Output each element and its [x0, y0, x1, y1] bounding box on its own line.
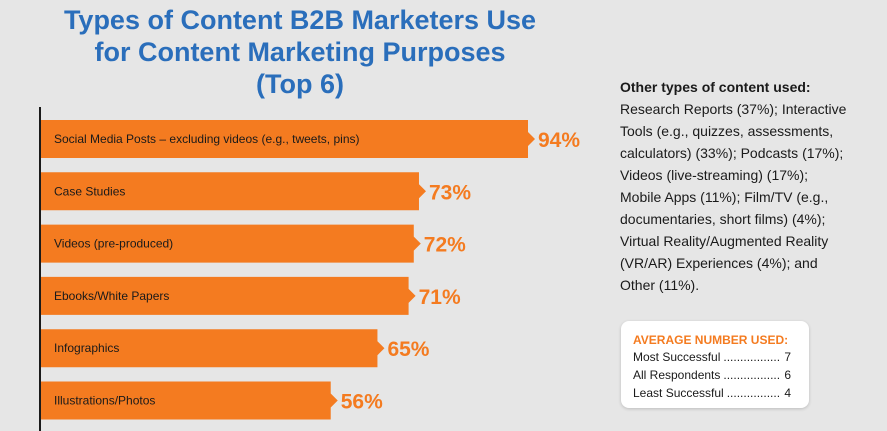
other-content-text: Research Reports (37%); Interactive Tool… — [620, 98, 860, 296]
bar-category-label: Social Media Posts – excluding videos (e… — [54, 132, 359, 146]
other-content-line: Videos (live-streaming) (17%); — [620, 167, 809, 183]
chart-title: Types of Content B2B Marketers Use for C… — [0, 4, 600, 100]
average-row-label: Most Successful — [633, 350, 721, 364]
bar-value-label: 71% — [419, 286, 461, 309]
bar-category-label: Videos (pre-produced) — [54, 237, 173, 251]
leader-dots — [723, 348, 781, 366]
chart-title-line-1: Types of Content B2B Marketers Use — [63, 5, 537, 35]
average-box-title: AVERAGE NUMBER USED: — [633, 333, 789, 347]
other-content-line: documentaries, short films) (4%); — [620, 211, 826, 227]
bar-value-label: 65% — [387, 338, 429, 361]
bar-value-label: 73% — [429, 181, 471, 204]
bar-chart: Social Media Posts – excluding videos (e… — [39, 107, 580, 431]
other-content-line: (VR/AR) Experiences (4%); and — [620, 255, 818, 271]
bar-4 — [40, 329, 385, 368]
bar-value-label: 56% — [341, 391, 383, 414]
chart-title-line-3: (Top 6) — [256, 69, 344, 99]
bar-category-label: Ebooks/White Papers — [54, 289, 169, 303]
leader-dots — [727, 384, 782, 402]
average-row-label: Least Successful — [633, 386, 724, 400]
other-content-line: Tools (e.g., quizzes, assessments, — [620, 123, 834, 139]
other-content-line: Mobile Apps (11%); Film/TV (e.g., — [620, 189, 829, 205]
average-row-most-successful: Most Successful 7 — [633, 348, 791, 366]
average-row-value: 7 — [784, 350, 791, 364]
bar-5 — [40, 381, 338, 420]
bar-2 — [40, 224, 421, 263]
average-row-least-successful: Least Successful 4 — [633, 384, 791, 402]
bar-3 — [40, 276, 416, 315]
bar-category-label: Infographics — [54, 341, 119, 355]
other-content-line: calculators) (33%); Podcasts (17%); — [620, 145, 844, 161]
leader-dots — [723, 366, 781, 384]
bar-1 — [40, 172, 426, 211]
other-content-line: Virtual Reality/Augmented Reality — [620, 233, 829, 249]
average-row-value: 6 — [784, 368, 791, 382]
chart-title-line-2: for Content Marketing Purposes — [94, 37, 506, 67]
bar-category-label: Case Studies — [54, 184, 125, 198]
average-row-all-respondents: All Respondents 6 — [633, 366, 791, 384]
bar-value-label: 94% — [538, 129, 580, 152]
other-content-heading: Other types of content used: — [620, 79, 811, 95]
average-row-label: All Respondents — [633, 368, 721, 382]
other-content-panel: Other types of content used: Research Re… — [620, 76, 860, 296]
bar-value-label: 72% — [424, 234, 466, 257]
other-content-line: Research Reports (37%); Interactive — [620, 101, 847, 117]
bar-0 — [40, 120, 535, 158]
bar-category-label: Illustrations/Photos — [54, 394, 155, 408]
average-row-value: 4 — [784, 386, 791, 400]
other-content-line: Other (11%). — [620, 277, 700, 293]
average-number-box: AVERAGE NUMBER USED: Most Successful 7 A… — [621, 321, 809, 408]
